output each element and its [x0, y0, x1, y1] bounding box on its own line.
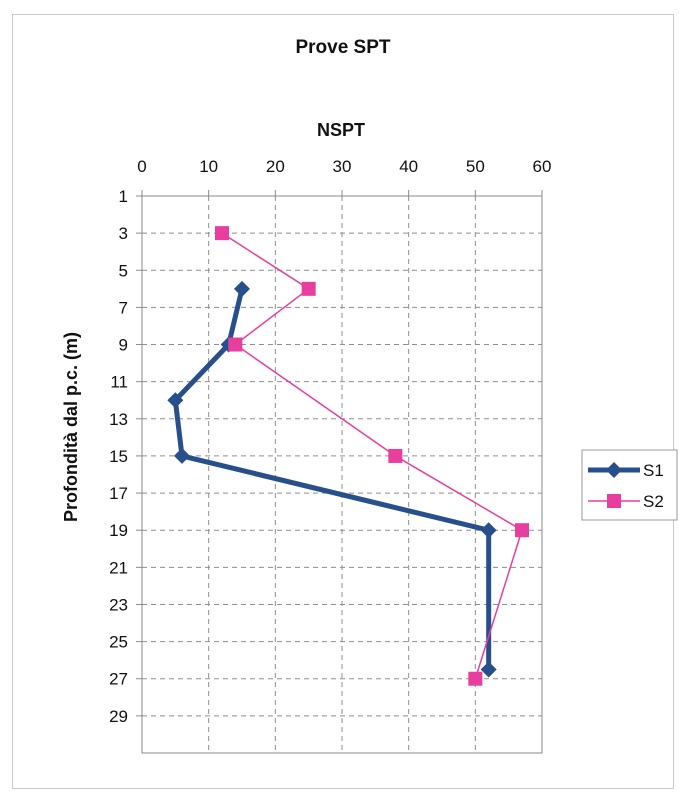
y-tick-label: 23 [109, 595, 128, 614]
legend-marker-s1 [606, 462, 622, 478]
data-point-s1 [167, 392, 184, 409]
legend-label-s1: S1 [643, 461, 664, 480]
data-point-s1 [480, 661, 497, 678]
y-tick-label: 11 [110, 373, 128, 392]
data-point-s2 [388, 448, 403, 463]
chart-title: Prove SPT [295, 37, 390, 58]
y-tick-label: 1 [119, 187, 128, 206]
data-point-s2 [468, 671, 483, 686]
data-point-s2 [215, 226, 229, 241]
grid-lines [136, 190, 543, 753]
legend-box [581, 449, 678, 521]
y-tick-label: 13 [109, 410, 128, 429]
y-tick-label: 7 [119, 298, 128, 317]
series-line-s2 [221, 232, 523, 679]
plot-border [141, 195, 543, 754]
y-tick-label: 27 [109, 670, 128, 689]
x-tick-label: 40 [399, 157, 418, 176]
y-tick-label: 19 [109, 521, 128, 540]
data-point-s2 [228, 337, 243, 352]
series-s1 [167, 280, 497, 678]
data-point-s2 [301, 281, 316, 296]
y-tick-label: 5 [119, 261, 128, 280]
data-point-s1 [480, 522, 497, 539]
x-tick-label: 30 [333, 157, 352, 176]
series-layer [167, 226, 529, 686]
legend-marker-s2 [607, 494, 621, 508]
y-tick-label: 9 [119, 336, 128, 355]
y-axis-label: Profondità dal p.c. (m) [61, 332, 81, 522]
y-tick-label: 21 [109, 558, 128, 577]
chart-frame [12, 14, 674, 789]
data-point-s1 [174, 447, 190, 464]
series-line-s1 [172, 288, 492, 670]
legend: S1 S2 [581, 449, 678, 521]
y-tick-label: 25 [109, 633, 128, 652]
y-tick-label: 17 [109, 484, 128, 503]
x-tick-label: 0 [137, 157, 146, 176]
x-tick-label: 60 [533, 157, 552, 176]
data-point-s2 [515, 523, 529, 538]
series-s2 [215, 226, 529, 686]
legend-label-s2: S2 [643, 492, 664, 511]
data-point-s1 [234, 280, 250, 297]
y-tick-label: 3 [119, 224, 128, 243]
x-tick-label: 50 [466, 157, 485, 176]
x-tick-label: 20 [266, 157, 285, 176]
x-axis-label: NSPT [317, 120, 365, 140]
y-tick-label: 15 [109, 447, 128, 466]
x-tick-label: 10 [199, 157, 218, 176]
y-tick-label: 29 [109, 707, 128, 726]
